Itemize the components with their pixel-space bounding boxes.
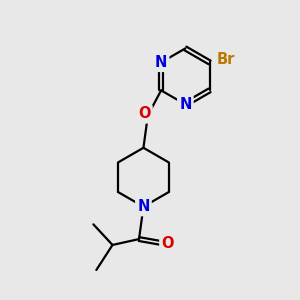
Text: N: N bbox=[179, 97, 191, 112]
Text: Br: Br bbox=[217, 52, 235, 67]
Text: O: O bbox=[161, 236, 174, 251]
Text: O: O bbox=[138, 106, 151, 122]
Text: N: N bbox=[137, 199, 150, 214]
Text: N: N bbox=[155, 55, 167, 70]
